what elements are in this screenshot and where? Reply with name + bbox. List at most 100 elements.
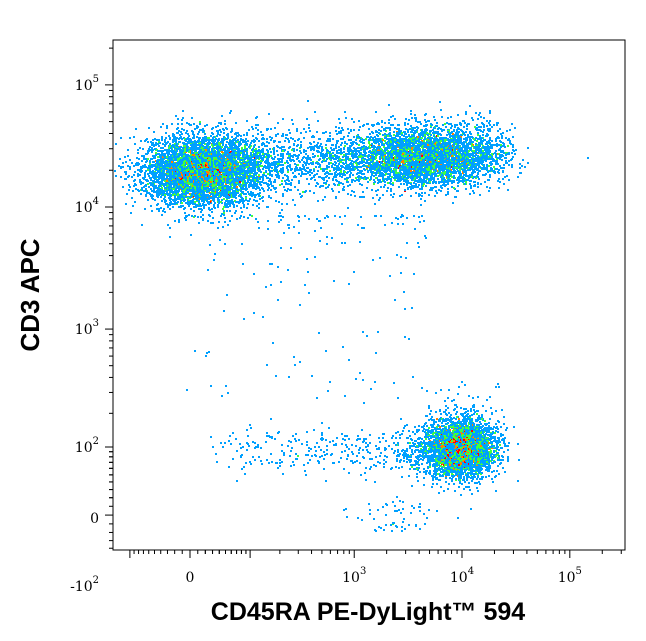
event-point — [265, 162, 267, 164]
event-point — [284, 162, 286, 164]
event-point — [254, 196, 256, 198]
event-point — [245, 197, 247, 199]
event-point — [374, 203, 376, 205]
event-point — [299, 150, 301, 152]
event-point — [502, 150, 504, 152]
event-point — [154, 168, 156, 170]
event-point — [151, 151, 153, 153]
event-point — [127, 165, 129, 167]
event-point — [243, 141, 245, 143]
event-point — [340, 150, 342, 152]
event-point — [477, 134, 479, 136]
event-point — [147, 199, 149, 201]
event-point — [157, 189, 159, 191]
event-point — [236, 218, 238, 220]
event-point — [321, 146, 323, 148]
event-point — [289, 153, 291, 155]
event-point — [343, 148, 345, 150]
event-point — [344, 141, 346, 143]
event-point — [147, 167, 149, 169]
event-point — [240, 152, 242, 154]
event-point — [280, 171, 282, 173]
event-point — [268, 187, 270, 189]
event-point — [336, 169, 338, 171]
event-point — [392, 196, 394, 198]
event-point — [160, 196, 162, 198]
event-point — [169, 197, 171, 199]
event-point — [181, 202, 183, 204]
event-point — [240, 150, 242, 152]
event-point — [157, 164, 159, 166]
event-point — [352, 174, 354, 176]
event-point — [210, 193, 212, 195]
event-point — [475, 143, 477, 145]
event-point — [181, 180, 183, 182]
event-point — [269, 179, 271, 181]
event-point — [210, 183, 212, 185]
event-point — [256, 164, 258, 166]
event-point — [227, 200, 229, 202]
event-point — [199, 186, 201, 188]
event-point — [480, 126, 482, 128]
event-point — [223, 132, 225, 134]
event-point — [335, 176, 337, 178]
event-point — [201, 169, 203, 171]
event-point — [300, 141, 302, 143]
event-point — [244, 171, 246, 173]
event-point — [166, 127, 168, 129]
event-point — [300, 196, 302, 198]
event-point — [125, 161, 127, 163]
event-point — [163, 155, 165, 157]
event-point — [158, 174, 160, 176]
event-point — [489, 110, 491, 112]
event-point — [383, 146, 385, 148]
event-point — [298, 138, 300, 140]
event-point — [157, 143, 159, 145]
event-point — [243, 204, 245, 206]
event-point — [324, 173, 326, 175]
event-point — [331, 149, 333, 151]
event-point — [207, 139, 209, 141]
event-point — [184, 199, 186, 201]
event-point — [289, 132, 291, 134]
event-point — [260, 160, 262, 162]
event-point — [389, 132, 391, 134]
event-point — [234, 169, 236, 171]
event-point — [433, 116, 435, 118]
event-point — [173, 146, 175, 148]
event-point — [313, 156, 315, 158]
event-point — [493, 159, 495, 161]
event-point — [338, 184, 340, 186]
event-point — [330, 162, 332, 164]
event-point — [270, 197, 272, 199]
event-point — [141, 187, 143, 189]
event-point — [489, 137, 491, 139]
event-point — [202, 155, 204, 157]
event-point — [365, 162, 367, 164]
event-point — [326, 158, 328, 160]
event-point — [253, 146, 255, 148]
event-point — [269, 174, 271, 176]
event-point — [296, 130, 298, 132]
event-point — [450, 123, 452, 125]
event-point — [390, 144, 392, 146]
event-point — [181, 174, 183, 176]
event-point — [206, 143, 208, 145]
event-point — [185, 191, 187, 193]
event-point — [294, 204, 296, 206]
event-point — [511, 123, 513, 125]
event-point — [298, 182, 300, 184]
event-point — [192, 131, 194, 133]
event-point — [337, 160, 339, 162]
event-point — [285, 183, 287, 185]
event-point — [175, 192, 177, 194]
event-point — [183, 163, 185, 165]
event-point — [306, 118, 308, 120]
event-point — [393, 193, 395, 195]
event-point — [252, 192, 254, 194]
event-point — [489, 174, 491, 176]
event-point — [324, 154, 326, 156]
event-point — [417, 121, 419, 123]
event-point — [287, 165, 289, 167]
event-point — [159, 163, 161, 165]
